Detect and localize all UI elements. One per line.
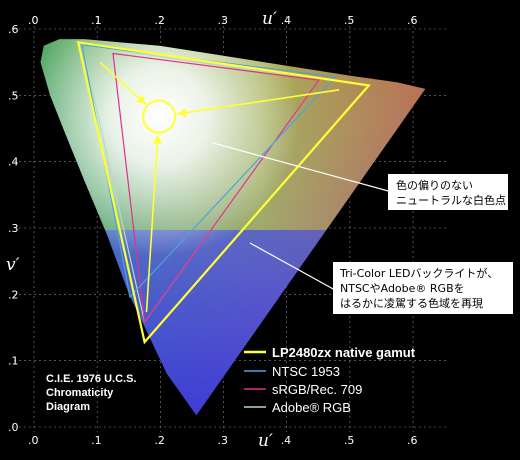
caption-line-2: Chromaticity bbox=[46, 387, 114, 399]
y-tick-5: .5 bbox=[8, 89, 19, 102]
x-tick-top-3: .3 bbox=[218, 14, 229, 27]
x-tick-top-5: .5 bbox=[344, 14, 355, 27]
arrow-head-0 bbox=[136, 94, 146, 105]
legend-label-lp2480zx: LP2480zx native gamut bbox=[272, 345, 416, 360]
y-tick-0: .0 bbox=[8, 421, 19, 434]
annotation-1-line-2: ニュートラルな白色点 bbox=[396, 193, 506, 207]
x-tick-bottom-2: .2 bbox=[154, 434, 165, 447]
arrow-head-1 bbox=[176, 108, 187, 118]
x-tick-bottom-1: .1 bbox=[91, 434, 102, 447]
white-point-marker bbox=[142, 99, 177, 134]
arrow-shaft-2 bbox=[145, 134, 159, 313]
legend-label-adobe: Adobe® RGB bbox=[272, 400, 351, 415]
x-tick-bottom-4: .4 bbox=[281, 434, 292, 447]
annotation-2-line-1: Tri-Color LEDバックライトが、 bbox=[339, 266, 498, 280]
y-tick-4: .4 bbox=[8, 156, 19, 169]
legend-label-ntsc: NTSC 1953 bbox=[272, 364, 340, 379]
x-tick-top-2: .2 bbox=[154, 14, 165, 27]
y-axis-label: v′ bbox=[6, 255, 20, 275]
y-tick-3: .3 bbox=[8, 222, 19, 235]
arrow-shaft-1 bbox=[176, 89, 340, 115]
annotation-white-point: 色の偏りのない ニュートラルな白色点 bbox=[212, 142, 508, 210]
annotation-2-line-3: はるかに凌駕する色域を再現 bbox=[340, 296, 483, 310]
annotation-gamut: Tri-Color LEDバックライトが、 NTSCやAdobe® RGBを は… bbox=[249, 242, 513, 314]
arrow-shaft-0 bbox=[99, 61, 147, 105]
legend: LP2480zx native gamut NTSC 1953 sRGB/Rec… bbox=[244, 345, 416, 415]
gamut-srgb-rec-709 bbox=[112, 52, 320, 324]
x-tick-bottom-6: .6 bbox=[407, 434, 418, 447]
x-axis-label-top: u′ bbox=[262, 9, 277, 29]
white-point-arrows bbox=[99, 61, 340, 313]
axis-ticks: .0 .0 .1 .1 .2 .2 .3 .3 .4 .4 .5 .5 .6 .6 .0 .1 .2 .3 .4 .5… bbox=[8, 14, 418, 447]
x-tick-top-4: .4 bbox=[281, 14, 292, 27]
caption-line-3: Diagram bbox=[46, 401, 90, 413]
x-tick-bottom-0: .0 bbox=[28, 434, 39, 447]
gamut-lp2480zx-native-gamut bbox=[76, 40, 371, 345]
x-tick-bottom-3: .3 bbox=[218, 434, 229, 447]
y-tick-6: .6 bbox=[8, 23, 19, 36]
x-axis-label-bottom: u′ bbox=[258, 431, 273, 451]
x-tick-top-6: .6 bbox=[407, 14, 418, 27]
y-tick-1: .1 bbox=[8, 355, 19, 368]
x-tick-bottom-5: .5 bbox=[344, 434, 355, 447]
y-tick-2: .2 bbox=[8, 288, 19, 301]
legend-label-srgb: sRGB/Rec. 709 bbox=[272, 382, 362, 397]
spectral-locus bbox=[40, 38, 427, 417]
gamut-triangles bbox=[76, 40, 371, 345]
annotation-2-line-2: NTSCやAdobe® RGBを bbox=[340, 282, 465, 295]
caption-line-1: C.I.E. 1976 U.C.S. bbox=[46, 373, 136, 385]
x-tick-top-1: .1 bbox=[91, 14, 102, 27]
annotation-1-line-1: 色の偏りのない bbox=[396, 178, 473, 192]
x-tick-top-0: .0 bbox=[28, 14, 39, 27]
arrow-head-2 bbox=[152, 134, 162, 144]
